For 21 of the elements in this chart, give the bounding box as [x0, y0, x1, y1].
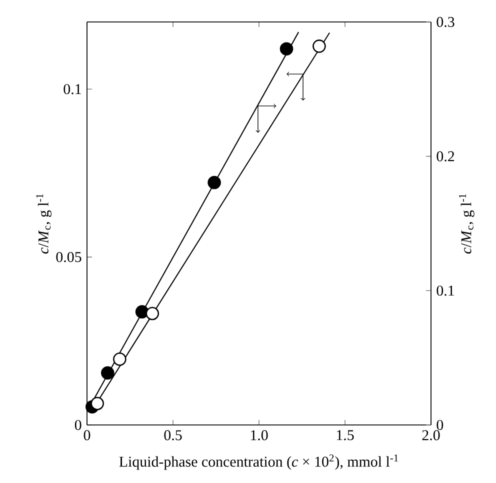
y-tick-label: 0.1 [64, 84, 81, 94]
point [280, 42, 294, 56]
y2-tick-label: 0 [436, 420, 444, 430]
point [135, 305, 149, 318]
x-axis-title: Liquid-phase concentration (c × 10$^{2}$), mmol l$^{-1}$ [119, 454, 398, 470]
y-tick-label: 0.05 [56, 252, 82, 262]
point [100, 366, 114, 380]
y2-tick-label: 0.2 [436, 151, 454, 162]
point [146, 306, 160, 320]
y-tick-label: 0 [74, 420, 82, 430]
x-tick-label: 0 [84, 430, 90, 440]
x-tick-label: 1.5 [336, 430, 354, 440]
point [113, 352, 126, 366]
x-tick-label: 1.0 [250, 430, 268, 440]
y2-tick-label: 0.1 [436, 286, 454, 296]
point [90, 396, 104, 410]
y2-tick-label: 0.3 [436, 16, 454, 28]
point [312, 40, 326, 53]
x-tick-label: 2.0 [422, 430, 440, 440]
point [208, 176, 221, 190]
x-tick-label: 0.5 [164, 430, 182, 440]
